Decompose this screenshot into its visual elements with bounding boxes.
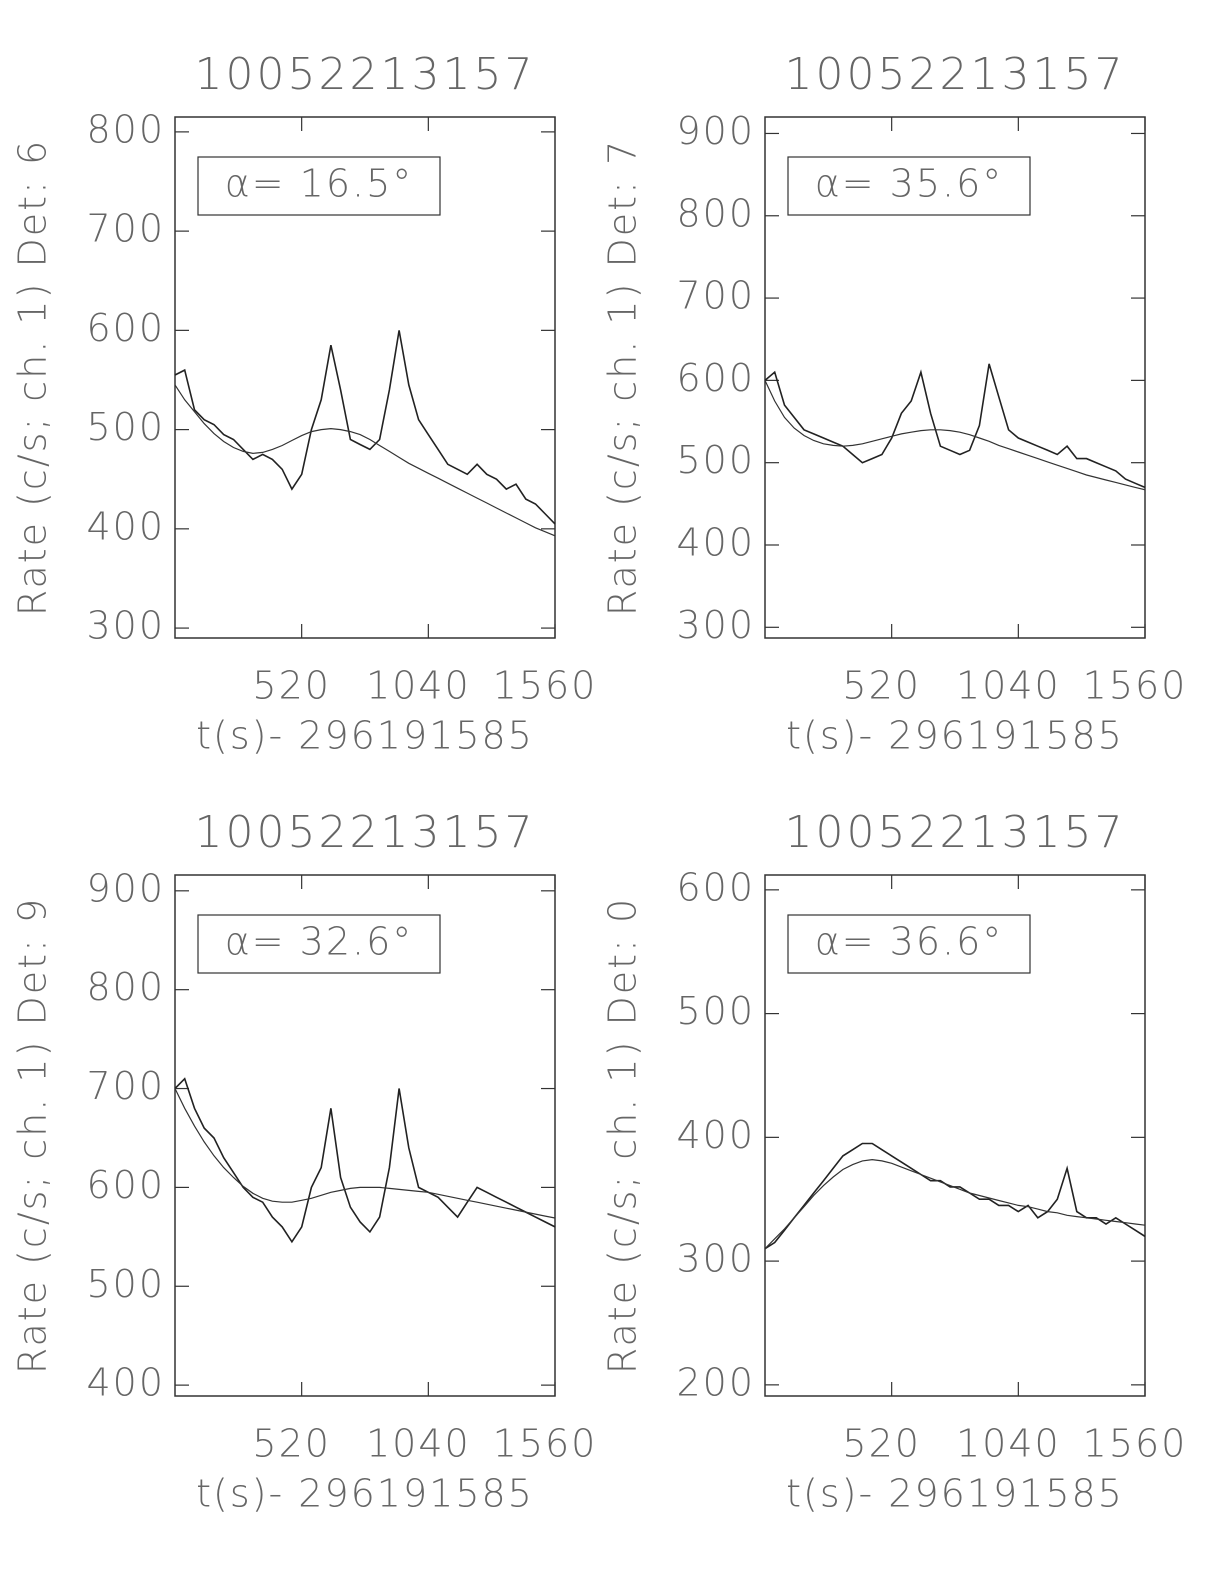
y-axis-label: Rate (c/s; ch. 1) Det: 6 (11, 139, 55, 616)
y-tick-label: 700 (86, 1064, 165, 1108)
annotation-box (787, 914, 1031, 974)
y-tick-label: 500 (86, 405, 165, 449)
x-tick-label: 520 (842, 664, 921, 708)
y-tick-label: 600 (676, 865, 755, 909)
panel: 10052213157 300 400 500 600 700 800 520 1040 1560… (11, 49, 598, 758)
x-tick-label: 520 (252, 664, 331, 708)
annotation-box (197, 914, 441, 974)
x-tick-label: 1040 (366, 664, 471, 708)
y-axis-label: Rate (c/s; ch. 1) Det: 7 (601, 139, 645, 616)
plot-frame (764, 116, 1146, 639)
y-tick-label: 700 (86, 207, 165, 251)
panel: 10052213157 200 300 400 500 600 520 1040 1560 t(s… (601, 807, 1188, 1516)
y-tick-label: 300 (676, 603, 755, 647)
x-tick-label: 1560 (1083, 1422, 1188, 1466)
y-tick-label: 500 (86, 1262, 165, 1306)
y-tick-label: 600 (86, 1163, 165, 1207)
chart-title: 10052213157 (785, 807, 1126, 858)
y-tick-label: 300 (676, 1237, 755, 1281)
y-tick-label: 400 (676, 520, 755, 564)
x-tick-label: 1560 (493, 664, 598, 708)
data-line (174, 384, 556, 537)
x-tick-label: 520 (842, 1422, 921, 1466)
x-axis-label: t(s)- 296191585 (196, 714, 534, 758)
panel: 10052213157 400 500 600 700 800 900 520 1040 1560… (11, 807, 598, 1516)
annotation: α= 16.5° (225, 162, 414, 206)
x-axis-label: t(s)- 296191585 (786, 1472, 1124, 1516)
data-line (764, 363, 1146, 489)
y-tick-label: 600 (676, 356, 755, 400)
panel: 10052213157 300 400 500 600 700 800 900 520 1040 1… (601, 49, 1188, 758)
y-tick-label: 800 (86, 965, 165, 1009)
chart-title: 10052213157 (195, 807, 536, 858)
annotation-box (197, 156, 441, 216)
x-tick-label: 1560 (1083, 664, 1188, 708)
x-tick-label: 1040 (956, 664, 1061, 708)
y-axis-label: Rate (c/s; ch. 1) Det: 0 (601, 897, 645, 1374)
data-line (174, 330, 556, 525)
x-tick-label: 520 (252, 1422, 331, 1466)
annotation: α= 36.6° (815, 920, 1004, 964)
annotation-box (787, 156, 1031, 216)
data-line (174, 1088, 556, 1219)
data-line (174, 1077, 556, 1244)
chart-title: 10052213157 (195, 49, 536, 100)
y-tick-label: 800 (86, 107, 165, 151)
y-tick-label: 600 (86, 306, 165, 350)
x-axis-label: t(s)- 296191585 (786, 714, 1124, 758)
x-axis-label: t(s)- 296191585 (196, 1472, 534, 1516)
plot-frame (174, 874, 556, 1397)
y-tick-label: 500 (676, 989, 755, 1033)
y-tick-label: 200 (676, 1360, 755, 1404)
annotation: α= 32.6° (225, 920, 414, 964)
y-tick-label: 700 (676, 274, 755, 318)
data-line (764, 1142, 1146, 1250)
y-tick-label: 400 (86, 504, 165, 548)
y-tick-label: 900 (676, 109, 755, 153)
y-tick-label: 300 (86, 604, 165, 648)
x-tick-label: 1040 (956, 1422, 1061, 1466)
plot-frame (174, 116, 556, 639)
plot-frame (764, 874, 1146, 1397)
y-axis-label: Rate (c/s; ch. 1) Det: 9 (11, 897, 55, 1374)
chart-title: 10052213157 (785, 49, 1126, 100)
data-line (764, 1158, 1146, 1250)
x-tick-label: 1040 (366, 1422, 471, 1466)
y-tick-label: 500 (676, 438, 755, 482)
y-tick-label: 400 (86, 1361, 165, 1405)
data-line (764, 380, 1146, 491)
y-tick-label: 400 (676, 1113, 755, 1157)
y-tick-label: 800 (676, 191, 755, 235)
y-tick-label: 900 (86, 866, 165, 910)
annotation: α= 35.6° (815, 162, 1004, 206)
x-tick-label: 1560 (493, 1422, 598, 1466)
